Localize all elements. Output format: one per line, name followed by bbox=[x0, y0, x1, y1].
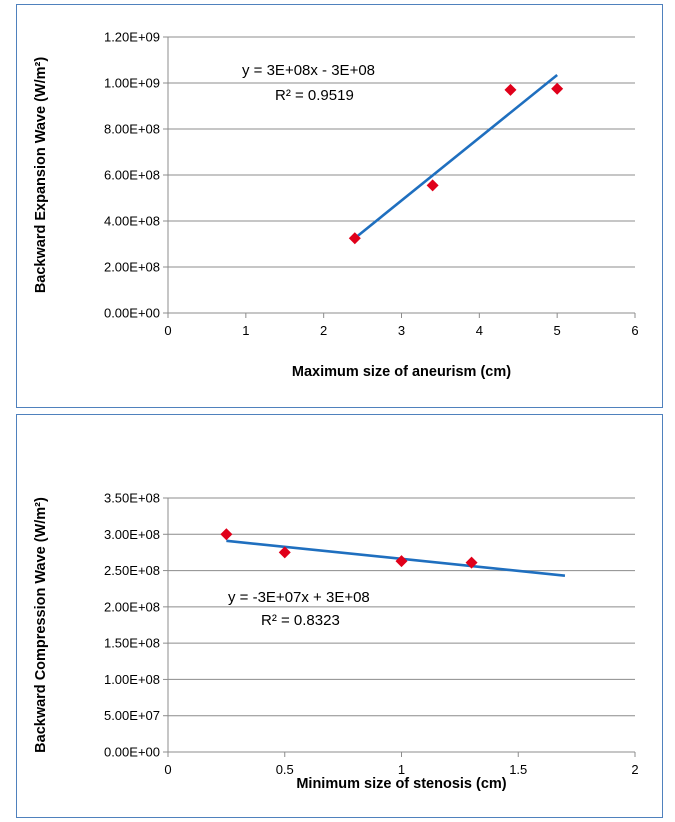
y-axis-title: Backward Compression Wave (W/m²) bbox=[33, 497, 49, 753]
x-tick-label: 4 bbox=[476, 323, 483, 338]
x-tick-label: 1 bbox=[242, 323, 249, 338]
x-tick-label: 5 bbox=[554, 323, 561, 338]
data-point bbox=[278, 546, 291, 559]
chart-aneurism: 0.00E+00 2.00E+08 4.00E+08 6.00E+08 8.00E+08… bbox=[16, 4, 663, 408]
trendline-annotation: y = 3E+08x - 3E+08 bbox=[242, 62, 375, 79]
x-tick-label: 0 bbox=[164, 323, 171, 338]
chart-aneurism-plot: 0.00E+00 2.00E+08 4.00E+08 6.00E+08 8.00E+08… bbox=[33, 30, 639, 381]
x-tick-label: 0 bbox=[164, 762, 171, 777]
chart-stenosis: 0.00E+00 5.00E+07 1.00E+08 1.50E+08 2.00E+08… bbox=[16, 414, 663, 818]
y-tick-label: 0.00E+00 bbox=[104, 745, 160, 760]
x-tick-label: 2 bbox=[631, 762, 638, 777]
x-tick-label: 0.5 bbox=[276, 762, 294, 777]
x-tick-label: 2 bbox=[320, 323, 327, 338]
y-tick-label: 1.50E+08 bbox=[104, 636, 160, 651]
data-point bbox=[348, 232, 361, 245]
y-tick-label: 0.00E+00 bbox=[104, 306, 160, 321]
trendline-annotation: R² = 0.8323 bbox=[261, 612, 340, 629]
x-axis-title: Minimum size of stenosis (cm) bbox=[296, 776, 506, 792]
x-tick-label: 1.5 bbox=[509, 762, 527, 777]
data-point bbox=[220, 528, 233, 541]
y-tick-label: 8.00E+08 bbox=[104, 122, 160, 137]
x-tick-label: 3 bbox=[398, 323, 405, 338]
y-tick-label: 6.00E+08 bbox=[104, 168, 160, 183]
trendline-annotation: y = -3E+07x + 3E+08 bbox=[228, 589, 370, 606]
y-tick-label: 3.50E+08 bbox=[104, 491, 160, 506]
data-point bbox=[426, 179, 439, 192]
y-tick-label: 2.00E+08 bbox=[104, 260, 160, 275]
x-tick-label: 1 bbox=[398, 762, 405, 777]
data-point bbox=[551, 82, 564, 95]
trendline bbox=[226, 539, 566, 577]
x-axis-title: Maximum size of aneurism (cm) bbox=[292, 364, 511, 380]
y-tick-label: 2.00E+08 bbox=[104, 599, 160, 614]
data-point bbox=[465, 556, 478, 569]
data-point bbox=[504, 83, 517, 96]
y-axis-title: Backward Expansion Wave (W/m²) bbox=[33, 57, 49, 294]
y-tick-label: 1.20E+09 bbox=[104, 30, 160, 45]
y-tick-label: 4.00E+08 bbox=[104, 214, 160, 229]
y-tick-label: 1.00E+08 bbox=[104, 672, 160, 687]
trendline bbox=[353, 73, 558, 240]
y-tick-label: 5.00E+07 bbox=[104, 708, 160, 723]
trendline-annotation: R² = 0.9519 bbox=[275, 87, 354, 104]
data-point bbox=[395, 555, 408, 568]
y-tick-label: 1.00E+09 bbox=[104, 76, 160, 91]
x-tick-label: 6 bbox=[631, 323, 638, 338]
chart-stenosis-plot: 0.00E+00 5.00E+07 1.00E+08 1.50E+08 2.00E+08… bbox=[33, 491, 639, 793]
y-tick-label: 3.00E+08 bbox=[104, 527, 160, 542]
y-tick-label: 2.50E+08 bbox=[104, 563, 160, 578]
